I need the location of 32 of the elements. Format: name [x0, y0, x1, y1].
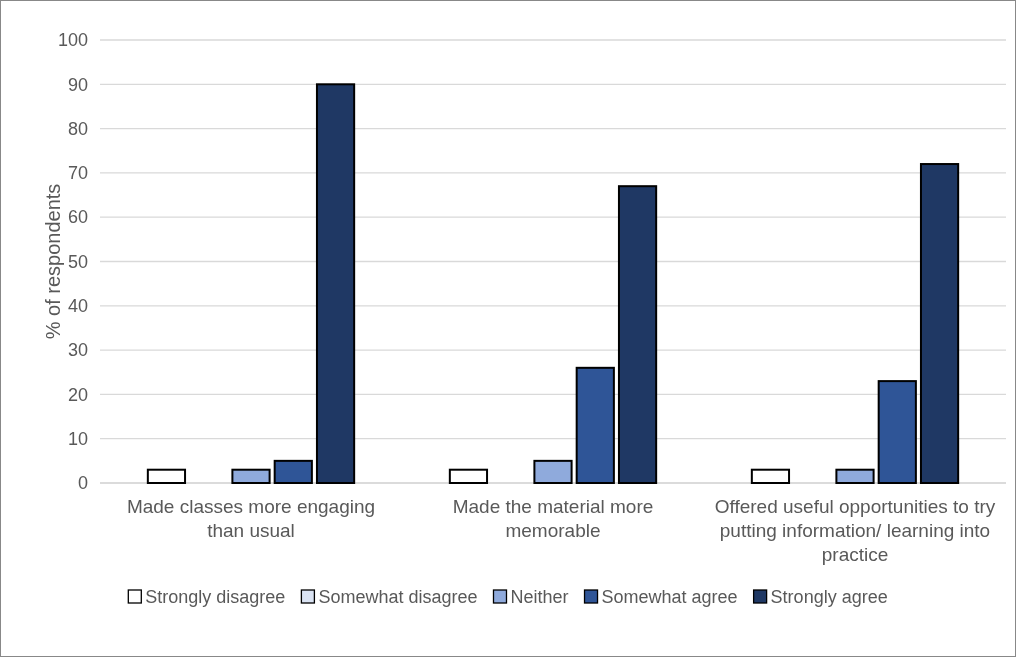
- y-tick-label: 40: [67, 296, 88, 317]
- y-tick-label: 0: [77, 473, 88, 494]
- y-axis-title: % of respondents: [42, 183, 64, 340]
- legend-label: Somewhat disagree: [318, 587, 478, 607]
- bar: [273, 459, 313, 484]
- bar: [835, 468, 875, 484]
- bar: [617, 185, 658, 484]
- legend-label: Strongly agree: [770, 587, 888, 607]
- bar: [448, 468, 489, 484]
- bar: [146, 468, 187, 484]
- legend-label: Somewhat agree: [601, 587, 738, 607]
- y-tick-label: 80: [67, 118, 88, 139]
- bar: [750, 468, 791, 484]
- bar: [919, 163, 960, 484]
- bar: [231, 468, 271, 484]
- x-tick-label: Made the material more memorable: [452, 496, 654, 541]
- y-tick-label: 70: [67, 163, 88, 184]
- y-tick-label: 30: [67, 340, 88, 361]
- y-tick-label: 50: [67, 251, 88, 272]
- y-tick-label: 100: [57, 30, 88, 51]
- y-tick-label: 10: [67, 428, 88, 449]
- y-tick-label: 20: [67, 384, 88, 405]
- x-tick-label: Made classes more engaging than usual: [126, 496, 376, 541]
- y-tick-label: 90: [67, 74, 88, 95]
- bar: [315, 83, 356, 484]
- legend-label: Strongly disagree: [145, 587, 286, 607]
- legend-label: Neither: [510, 587, 569, 607]
- y-tick-label: 60: [67, 207, 88, 228]
- bar: [575, 366, 615, 484]
- x-tick-label: Offered useful opportunities to try putting information/ learning into practice: [714, 496, 996, 565]
- bar: [533, 459, 573, 484]
- bar: [877, 380, 917, 484]
